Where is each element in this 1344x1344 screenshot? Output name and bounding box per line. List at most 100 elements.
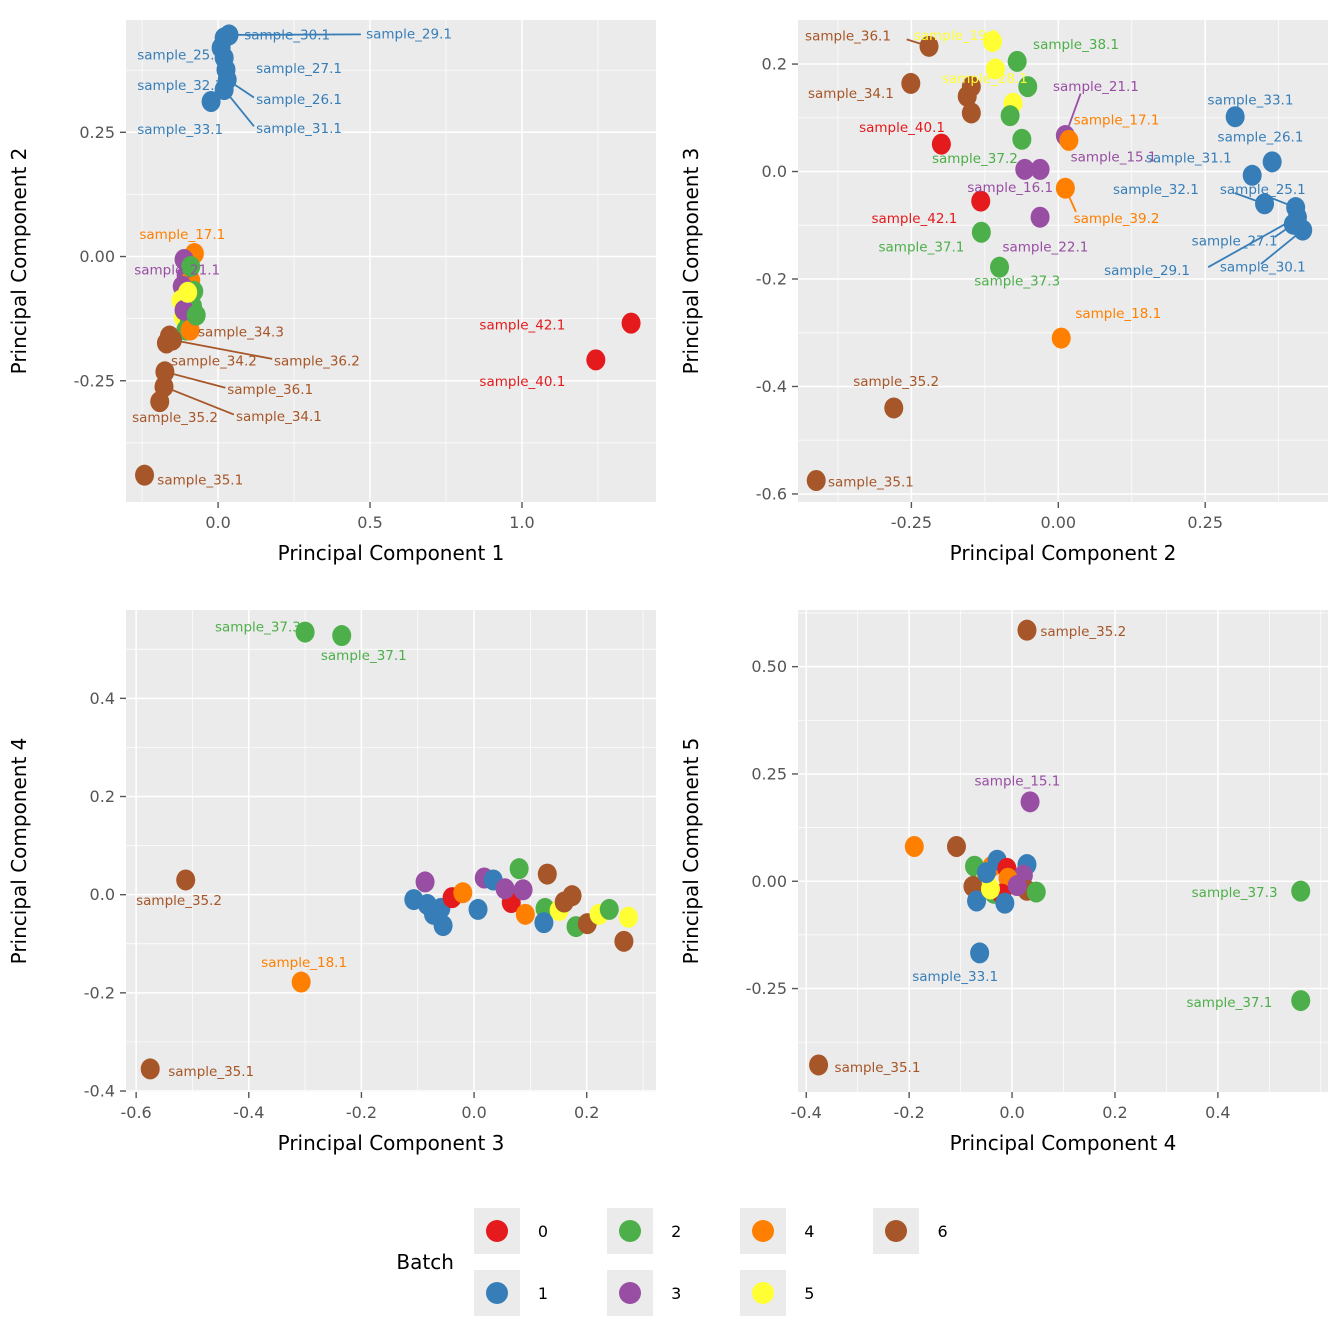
legend-color-dot xyxy=(619,1220,642,1242)
legend-title: Batch xyxy=(396,1250,454,1274)
sample-label: sample_28.1 xyxy=(942,71,1028,87)
data-point xyxy=(970,942,990,964)
legend-key-swatch xyxy=(607,1208,654,1254)
sample-label: sample_37.3 xyxy=(215,620,301,636)
x-axis-tick-label: -0.2 xyxy=(894,1103,925,1122)
sample-label: sample_17.1 xyxy=(139,227,225,243)
legend-entry-label: 3 xyxy=(671,1283,682,1303)
data-point xyxy=(809,1054,829,1076)
plot-pc2-pc3: -0.25 0.00 0.25 -0.6 -0.4 -0.2 0.0 0.2 Principal… xyxy=(679,20,1328,565)
data-point xyxy=(1020,791,1040,813)
data-point xyxy=(1225,106,1245,128)
sample-label: sample_32.1 xyxy=(137,78,223,94)
label-leader-line xyxy=(172,339,273,360)
sample-label: sample_35.1 xyxy=(835,1060,921,1076)
plot-cell-pc4-pc5: -0.4 -0.2 0.0 0.2 0.4 -0.25 0.00 0.25 0.50 Princi… xyxy=(672,590,1344,1180)
data-point xyxy=(537,863,557,885)
sample-label: sample_35.1 xyxy=(168,1064,254,1080)
data-point xyxy=(806,470,826,492)
sample-label: sample_25.1 xyxy=(137,47,223,63)
data-point xyxy=(1007,875,1027,897)
y-axis-tick-label: 0.00 xyxy=(79,247,115,266)
data-point xyxy=(614,930,634,952)
data-point xyxy=(186,304,206,326)
y-axis-tick-label: 0.00 xyxy=(751,872,787,891)
data-point xyxy=(155,361,175,383)
y-axis-tick-label: -0.2 xyxy=(84,983,115,1002)
sample-label: sample_18.1 xyxy=(261,955,347,971)
data-point xyxy=(1017,619,1037,641)
legend-entry-label: 2 xyxy=(671,1221,682,1241)
data-point xyxy=(957,85,977,107)
legend-entry-label: 1 xyxy=(537,1283,549,1303)
sample-label: sample_42.1 xyxy=(479,318,565,334)
legend-key-swatch xyxy=(473,1208,520,1254)
sample-label: sample_37.1 xyxy=(321,648,407,664)
sample-label: sample_30.1 xyxy=(1220,260,1306,276)
plot-pc1-pc2: 0.0 0.5 1.0 -0.25 0.00 0.25 Principal Componen… xyxy=(7,20,656,565)
sample-label: sample_18.1 xyxy=(1075,306,1161,322)
sample-label: sample_35.1 xyxy=(157,473,243,489)
sample-label: sample_16.1 xyxy=(967,180,1053,196)
y-axis-tick-label: 0.2 xyxy=(762,55,787,74)
panel-background xyxy=(126,610,656,1092)
sample-label: sample_33.1 xyxy=(912,969,998,985)
plot-pc3-pc4: -0.6 -0.4 -0.2 0.0 0.2 -0.4 -0.2 0.0 0.2 0.4 Princ… xyxy=(7,610,656,1155)
data-point xyxy=(618,906,638,928)
sample-label: sample_36.1 xyxy=(227,382,313,398)
legend-color-dot xyxy=(485,1220,508,1242)
data-point xyxy=(554,891,574,913)
data-point xyxy=(1007,50,1027,72)
sample-label: sample_35.2 xyxy=(136,893,222,909)
legend-key-swatch xyxy=(873,1208,920,1254)
data-point xyxy=(967,890,987,912)
data-point xyxy=(178,281,198,303)
data-point xyxy=(995,892,1015,914)
sample-label: sample_15.1 xyxy=(1071,150,1157,166)
plot-grid: 0.0 0.5 1.0 -0.25 0.00 0.25 Principal Componen… xyxy=(0,0,1344,1180)
x-axis-tick-label: 0.5 xyxy=(357,513,382,532)
panel-background xyxy=(798,20,1328,502)
data-point xyxy=(884,397,904,419)
y-axis-title: Principal Component 2 xyxy=(7,148,31,375)
legend-color-dot xyxy=(485,1282,508,1304)
x-axis-tick-label: 0.2 xyxy=(1102,1103,1127,1122)
sample-label: sample_22.1 xyxy=(1002,239,1088,255)
legend-entry-2: 2 xyxy=(607,1208,681,1254)
x-axis-tick-label: 0.0 xyxy=(999,1103,1024,1122)
x-axis-tick-label: 0.2 xyxy=(574,1103,599,1122)
sample-label: sample_34.2 xyxy=(171,353,257,369)
data-point xyxy=(1255,193,1275,215)
legend-key-swatch xyxy=(740,1208,787,1254)
y-axis-title: Principal Component 3 xyxy=(679,148,703,375)
x-axis-title: Principal Component 4 xyxy=(950,1131,1177,1155)
x-axis-tick-label: 0.0 xyxy=(461,1103,486,1122)
sample-label: sample_38.1 xyxy=(1033,37,1119,53)
data-point xyxy=(1012,128,1032,150)
data-point xyxy=(424,903,444,925)
legend-entry-3: 3 xyxy=(607,1270,681,1316)
x-axis-tick-label: -0.25 xyxy=(891,513,932,532)
data-point xyxy=(415,871,435,893)
sample-label: sample_35.2 xyxy=(1040,624,1126,640)
data-point xyxy=(1059,129,1079,151)
data-point xyxy=(515,903,535,925)
y-axis-tick-label: -0.4 xyxy=(84,1082,115,1101)
data-point xyxy=(214,79,234,101)
legend-entry-label: 4 xyxy=(804,1221,815,1241)
data-point xyxy=(901,72,921,94)
data-point xyxy=(201,90,221,112)
sample-label: sample_34.1 xyxy=(236,409,322,425)
legend-color-dot xyxy=(752,1282,775,1304)
x-axis-tick-label: 0.00 xyxy=(1040,513,1076,532)
y-axis-tick-label: -0.6 xyxy=(756,484,787,503)
data-point xyxy=(1026,881,1046,903)
sample-label: sample_35.1 xyxy=(828,475,914,491)
sample-label: sample_40.1 xyxy=(859,120,945,136)
sample-label: sample_37.3 xyxy=(1192,885,1278,901)
data-point xyxy=(1030,158,1050,180)
data-point xyxy=(946,835,966,857)
sample-label: sample_26.1 xyxy=(1218,130,1304,146)
plot-cell-pc1-pc2: 0.0 0.5 1.0 -0.25 0.00 0.25 Principal Componen… xyxy=(0,0,672,590)
sample-label: sample_42.1 xyxy=(871,211,957,227)
